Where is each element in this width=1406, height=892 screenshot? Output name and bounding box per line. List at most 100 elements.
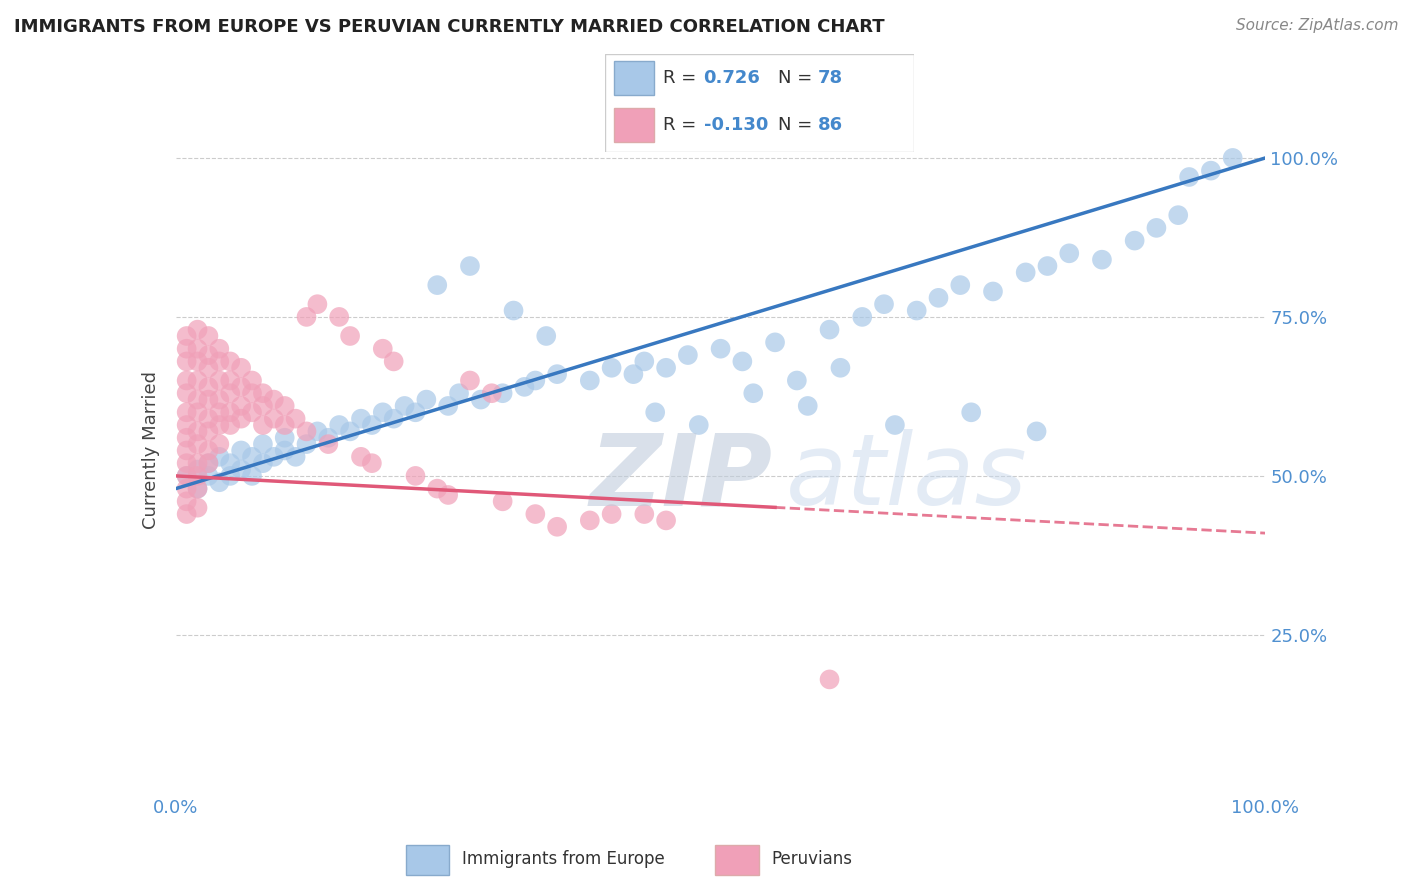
Point [197,348,219,362]
Point [818,323,841,337]
Point [655,513,678,527]
Point [295,437,318,451]
Point [284,411,307,425]
Point [405,469,427,483]
Point [644,405,666,419]
Point [186,456,209,470]
Point [176,507,198,521]
Point [231,380,253,394]
Point [240,450,263,464]
Point [186,405,209,419]
Point [339,425,361,439]
Point [284,450,307,464]
Point [371,342,394,356]
Text: -0.130: -0.130 [703,116,768,134]
Point [579,374,602,388]
Point [350,411,373,425]
Point [688,417,710,432]
Text: N =: N = [778,116,818,134]
Point [318,431,340,445]
Point [186,482,209,496]
Text: 0.726: 0.726 [703,69,761,87]
Point [186,392,209,407]
Point [176,405,198,419]
Point [176,374,198,388]
Point [382,354,405,368]
Point [274,417,297,432]
Point [1123,234,1146,248]
Point [360,417,382,432]
Point [197,380,219,394]
Text: R =: R = [664,69,703,87]
Point [371,405,394,419]
FancyBboxPatch shape [614,62,654,95]
Point [208,354,231,368]
Point [426,278,449,293]
Point [263,392,285,407]
Point [458,374,481,388]
Point [960,405,983,419]
Point [263,450,285,464]
Point [328,310,350,324]
Text: IMMIGRANTS FROM EUROPE VS PERUVIAN CURRENTLY MARRIED CORRELATION CHART: IMMIGRANTS FROM EUROPE VS PERUVIAN CURRE… [14,18,884,36]
Point [219,417,242,432]
Point [186,354,209,368]
Point [307,297,329,311]
Point [252,386,274,401]
Point [949,278,972,293]
Point [274,399,297,413]
Point [710,342,733,356]
Point [492,494,515,508]
Point [579,513,602,527]
Point [176,342,198,356]
Point [437,488,460,502]
Point [274,443,297,458]
Point [884,417,907,432]
Point [600,507,623,521]
Point [458,259,481,273]
Point [240,469,263,483]
Point [176,469,198,483]
Point [176,386,198,401]
Point [197,411,219,425]
Point [176,417,198,432]
Point [328,417,350,432]
Point [197,425,219,439]
Point [655,360,678,375]
Text: Immigrants from Europe: Immigrants from Europe [461,849,665,868]
Point [208,342,231,356]
Point [382,411,405,425]
Point [197,392,219,407]
Point [546,367,568,381]
Point [394,399,416,413]
Point [534,329,557,343]
Point [1015,265,1038,279]
FancyBboxPatch shape [605,54,914,152]
Point [1091,252,1114,267]
Point [676,348,699,362]
Point [360,456,382,470]
Point [339,329,361,343]
Point [513,380,536,394]
Point [546,520,568,534]
Point [219,354,242,368]
Point [197,360,219,375]
Point [186,500,209,515]
Point [176,494,198,508]
Point [176,443,198,458]
Point [197,329,219,343]
Point [350,450,373,464]
Point [524,374,547,388]
Text: N =: N = [778,69,818,87]
Point [742,386,765,401]
Point [208,437,231,451]
Point [1025,425,1047,439]
Point [208,475,231,490]
Text: R =: R = [664,116,703,134]
FancyBboxPatch shape [614,109,654,142]
Point [219,456,242,470]
Point [186,425,209,439]
Point [481,386,503,401]
Point [1057,246,1080,260]
Point [437,399,460,413]
